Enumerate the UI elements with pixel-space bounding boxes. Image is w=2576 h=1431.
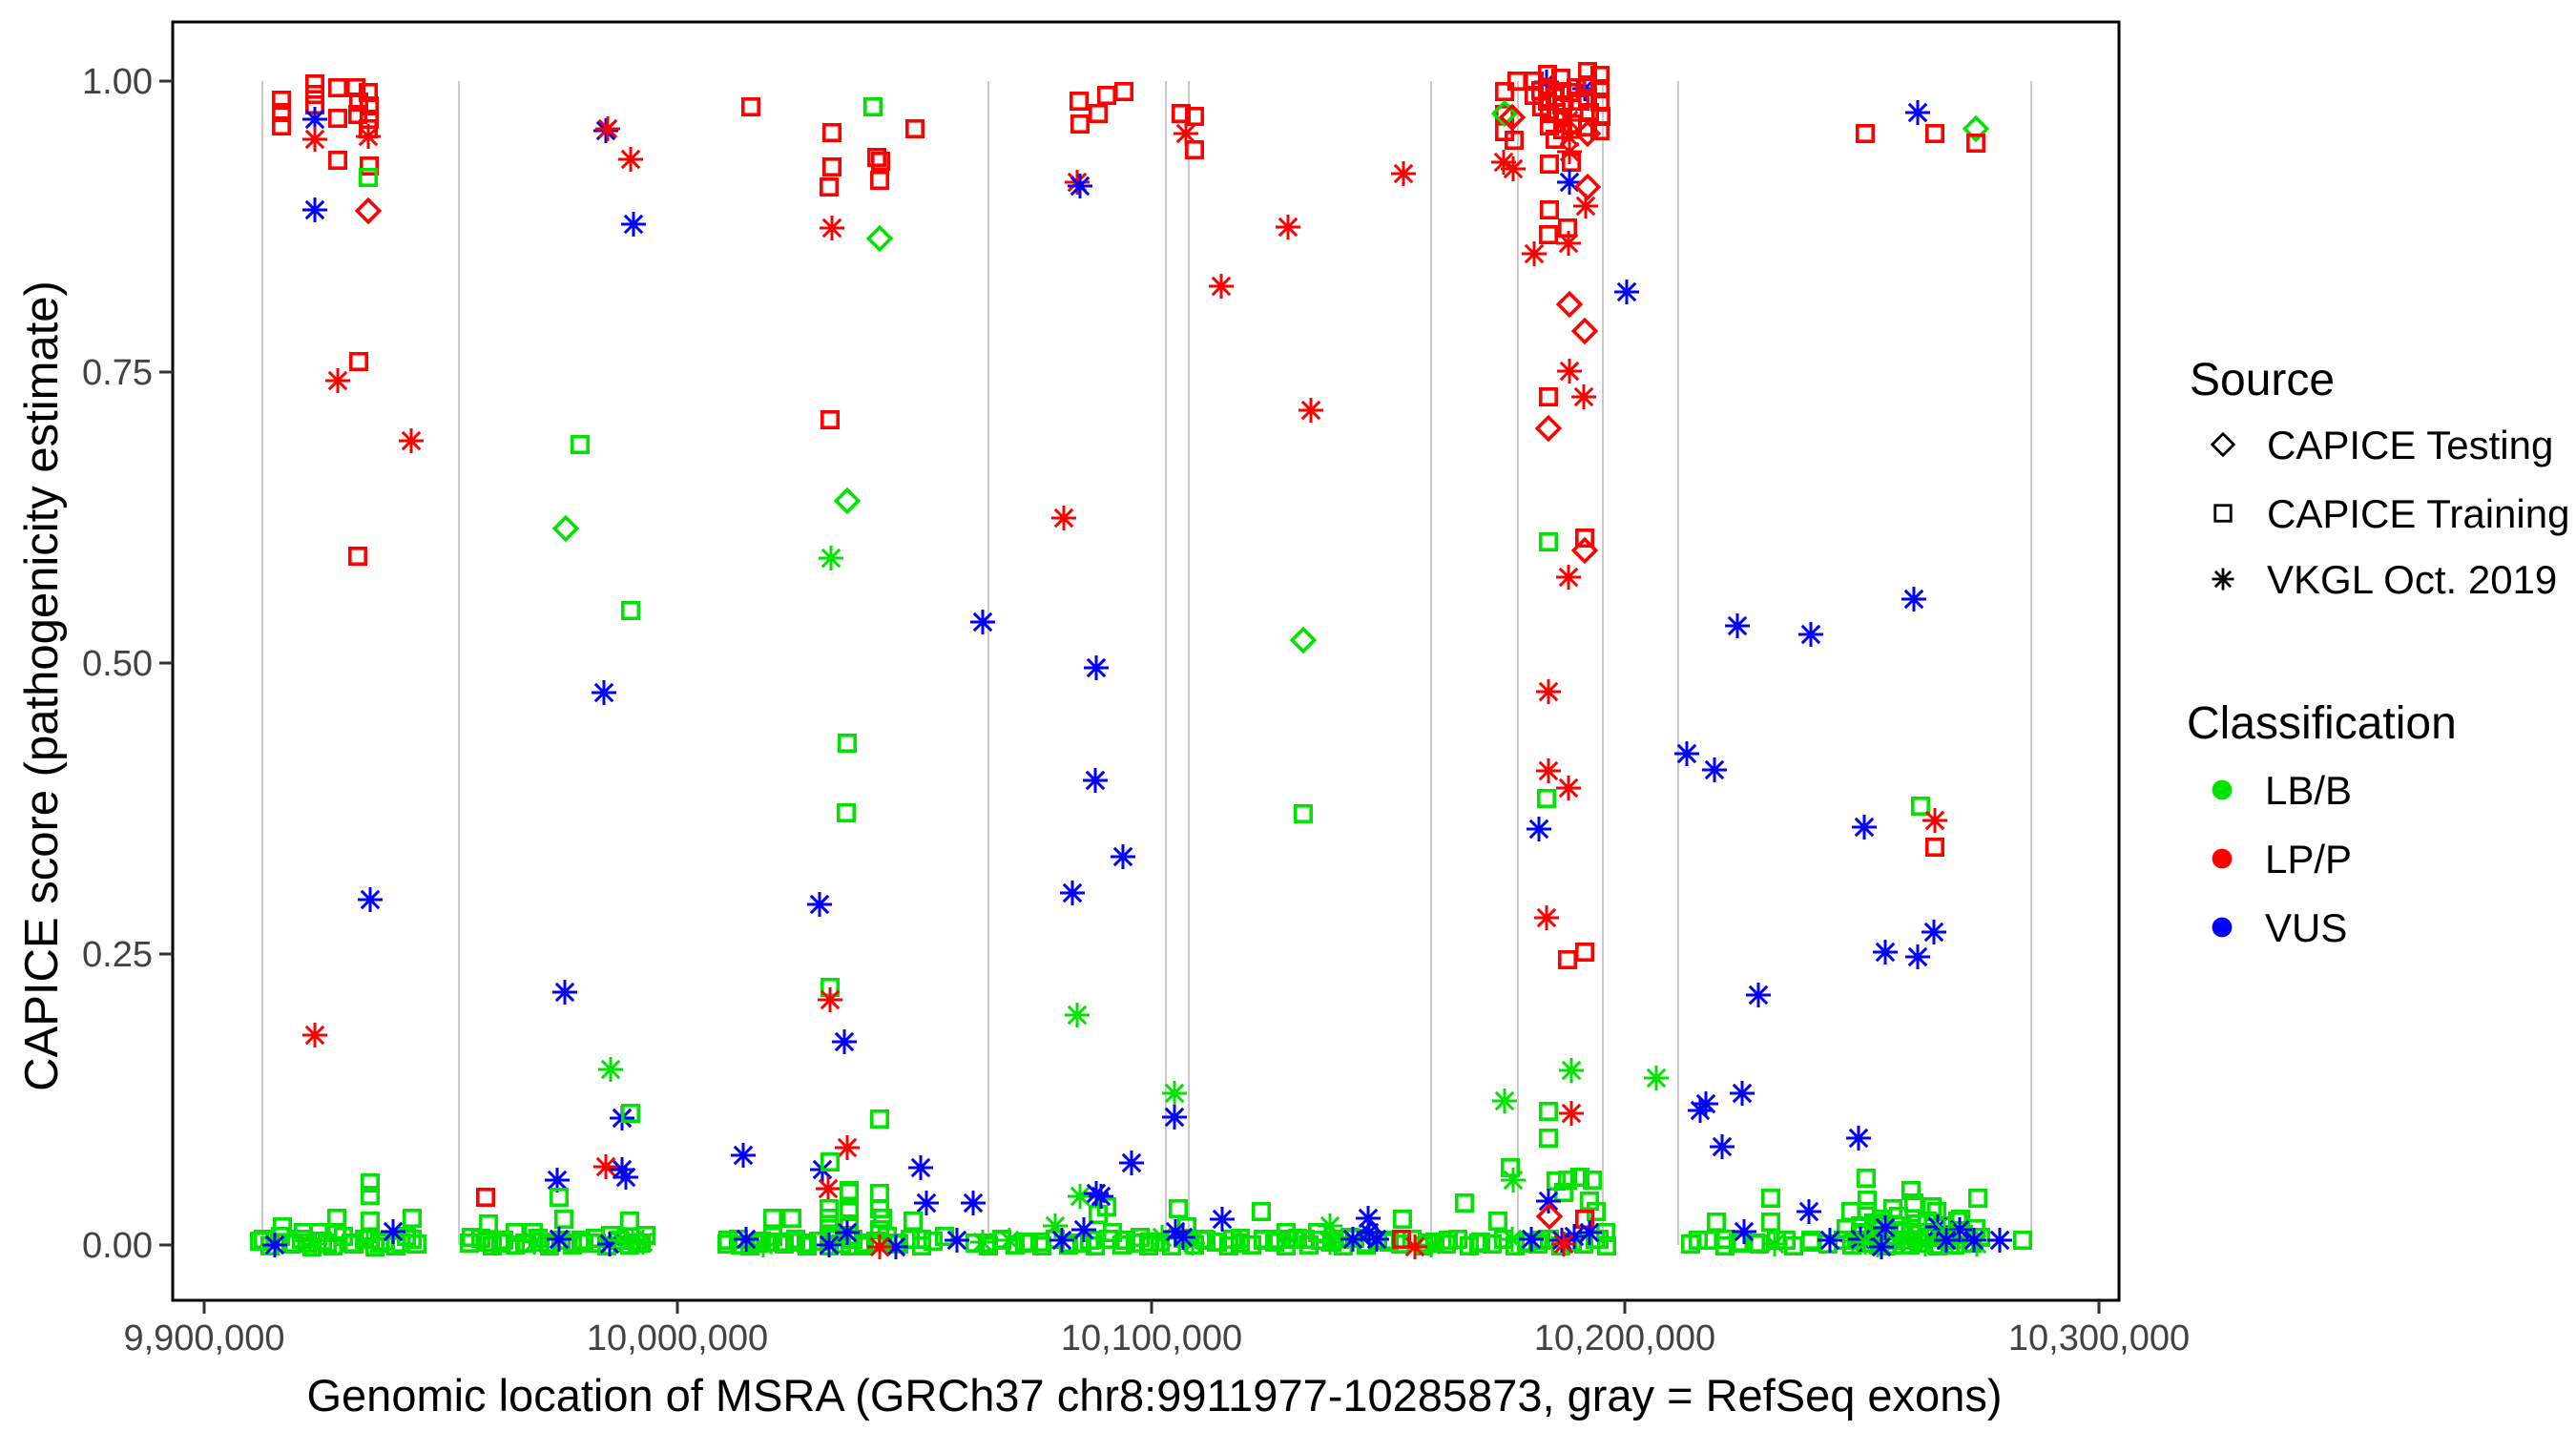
svg-text:0.25: 0.25 [82,935,153,975]
svg-text:LB/B: LB/B [2265,768,2352,813]
svg-text:CAPICE Testing: CAPICE Testing [2267,423,2553,467]
svg-text:0.75: 0.75 [82,353,153,393]
svg-text:Genomic location of MSRA (GRCh: Genomic location of MSRA (GRCh37 chr8:99… [306,1370,2002,1421]
svg-text:10,200,000: 10,200,000 [1534,1318,1715,1358]
svg-text:VUS: VUS [2265,905,2347,950]
svg-text:0.00: 0.00 [82,1226,153,1266]
svg-text:9,900,000: 9,900,000 [123,1318,284,1358]
svg-text:1.00: 1.00 [82,62,153,102]
svg-text:CAPICE Training: CAPICE Training [2267,491,2569,536]
svg-text:0.50: 0.50 [82,644,153,684]
svg-text:10,000,000: 10,000,000 [587,1318,768,1358]
svg-text:VKGL Oct. 2019: VKGL Oct. 2019 [2267,557,2557,602]
svg-text:10,100,000: 10,100,000 [1061,1318,1242,1358]
svg-text:Source: Source [2190,355,2335,405]
svg-text:Classification: Classification [2187,698,2457,749]
svg-text:CAPICE score (pathogenicity es: CAPICE score (pathogenicity estimate) [16,280,68,1091]
svg-text:LP/P: LP/P [2265,837,2352,881]
svg-text:10,300,000: 10,300,000 [2008,1318,2190,1358]
